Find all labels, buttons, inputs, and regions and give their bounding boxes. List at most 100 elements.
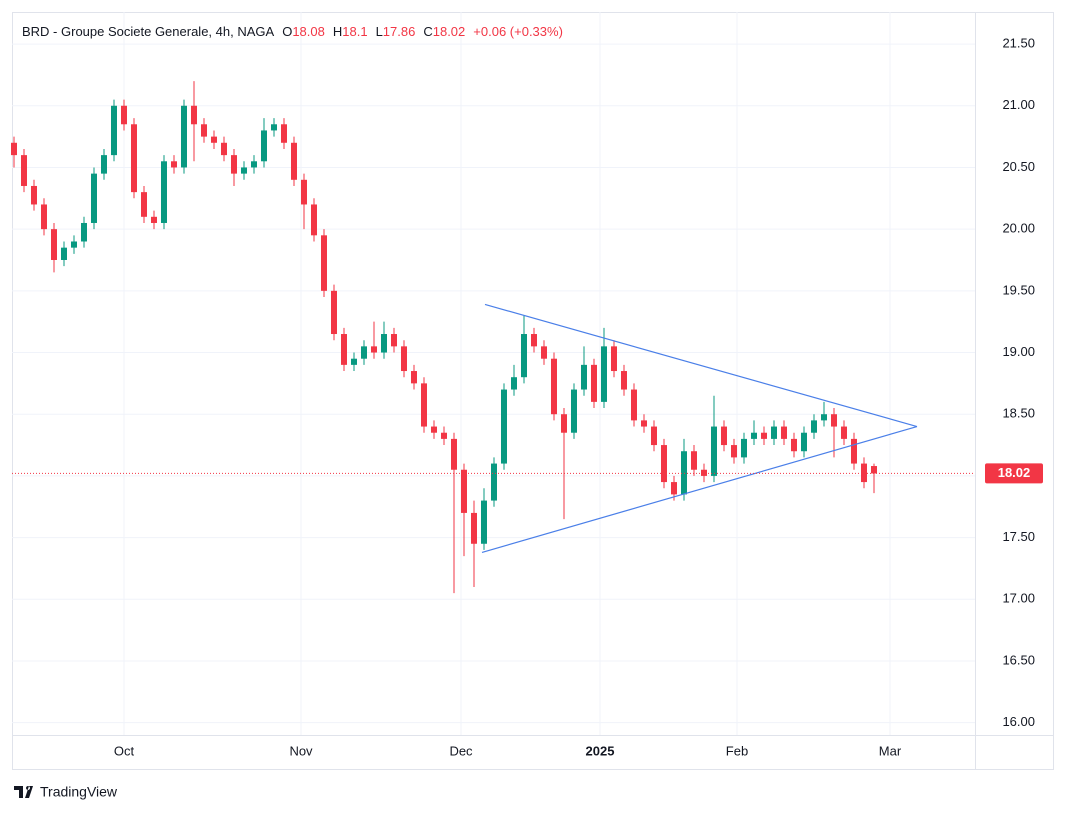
- candle-body: [141, 192, 147, 217]
- candle-body: [21, 155, 27, 186]
- candle-body: [551, 358, 557, 415]
- candle-body: [121, 105, 127, 125]
- x-tick-label: Feb: [726, 743, 748, 758]
- ohlc-value: 18.1: [342, 24, 367, 39]
- candle-body: [741, 438, 747, 458]
- candle-body: [211, 136, 217, 143]
- candle-body: [511, 377, 517, 390]
- candle-body: [591, 364, 597, 402]
- ohlc-key: L: [376, 24, 383, 39]
- candle-body: [221, 142, 227, 156]
- candle-body: [351, 358, 357, 365]
- candle-body: [711, 426, 717, 476]
- brand: TradingView: [14, 784, 118, 800]
- plot: [11, 81, 975, 594]
- candle-body: [701, 469, 707, 476]
- candle-body: [681, 451, 687, 495]
- ohlc-value: 18.08: [292, 24, 325, 39]
- candle-body: [501, 389, 507, 464]
- y-tick-label: 20.00: [1002, 221, 1035, 236]
- candle-body: [721, 426, 727, 446]
- candle-body: [201, 124, 207, 137]
- candle-body: [91, 173, 97, 223]
- candle-body: [471, 512, 477, 544]
- candle-body: [601, 346, 607, 402]
- candle-body: [181, 105, 187, 168]
- candle-body: [461, 469, 467, 513]
- candle-body: [691, 451, 697, 470]
- candle-body: [791, 438, 797, 452]
- candle-body: [751, 432, 757, 439]
- candle-body: [671, 482, 677, 495]
- y-tick-label: 19.00: [1002, 344, 1035, 359]
- change: +0.06 (+0.33%): [473, 24, 563, 39]
- candle-body: [31, 185, 37, 205]
- candle-body: [331, 290, 337, 335]
- candle-body: [851, 438, 857, 464]
- y-tick-label: 18.50: [1002, 406, 1035, 421]
- y-tick-label: 21.00: [1002, 97, 1035, 112]
- x-tick-label: Mar: [879, 743, 902, 758]
- candle-body: [571, 389, 577, 433]
- candle-body: [431, 426, 437, 433]
- candle-body: [391, 334, 397, 347]
- x-tick-label: 2025: [586, 743, 615, 758]
- candle-body: [361, 346, 367, 359]
- candle-body: [731, 445, 737, 458]
- candle-body: [621, 371, 627, 390]
- candle-body: [641, 420, 647, 427]
- candle-body: [11, 142, 17, 156]
- candle-body: [581, 364, 587, 390]
- ohlc-value: 18.02: [433, 24, 466, 39]
- candle-body: [841, 426, 847, 439]
- candle-body: [651, 426, 657, 446]
- candle-body: [131, 124, 137, 193]
- candle-body: [111, 105, 117, 156]
- candle-body: [761, 432, 767, 439]
- candle-body: [401, 346, 407, 372]
- candle-body: [811, 420, 817, 433]
- y-tick-label: 17.50: [1002, 529, 1035, 544]
- y-tick-label: 16.00: [1002, 714, 1035, 729]
- candle-body: [521, 334, 527, 378]
- candle-body: [871, 466, 877, 474]
- trend-line: [484, 303, 918, 428]
- ohlc-value: 17.86: [383, 24, 416, 39]
- candle-body: [481, 500, 487, 544]
- candle-body: [301, 179, 307, 205]
- candle-body: [281, 124, 287, 143]
- candle-body: [251, 161, 257, 168]
- y-tick-label: 17.00: [1002, 591, 1035, 606]
- candle-body: [661, 445, 667, 483]
- candle-body: [411, 371, 417, 384]
- candle-body: [261, 130, 267, 162]
- candle-body: [451, 438, 457, 470]
- candle-body: [41, 204, 47, 230]
- candle-body: [161, 161, 167, 223]
- candle-body: [321, 235, 327, 291]
- x-tick-label: Oct: [114, 743, 135, 758]
- chart-frame: [12, 12, 1054, 770]
- candle-body: [611, 346, 617, 372]
- x-tick-label: Nov: [289, 743, 313, 758]
- candle-body: [71, 241, 77, 248]
- symbol-title: BRD - Groupe Societe Generale, 4h, NAGA: [22, 24, 275, 39]
- candle-body: [821, 414, 827, 421]
- axes: 16.0016.5017.0017.5018.0018.5019.0019.50…: [114, 36, 1043, 758]
- candle-body: [311, 204, 317, 236]
- candle-body: [771, 426, 777, 439]
- candle-body: [561, 414, 567, 433]
- candle-body: [421, 383, 427, 427]
- ohlc-key: H: [333, 24, 342, 39]
- candle-body: [341, 334, 347, 365]
- last-price-label: 18.02: [998, 465, 1031, 480]
- brand-logo: [14, 786, 33, 798]
- candle-body: [831, 414, 837, 427]
- trend-line: [481, 425, 918, 553]
- candle-body: [541, 346, 547, 359]
- candle-body: [631, 389, 637, 421]
- candle-body: [491, 463, 497, 501]
- candle-body: [781, 426, 787, 439]
- candle-body: [381, 334, 387, 353]
